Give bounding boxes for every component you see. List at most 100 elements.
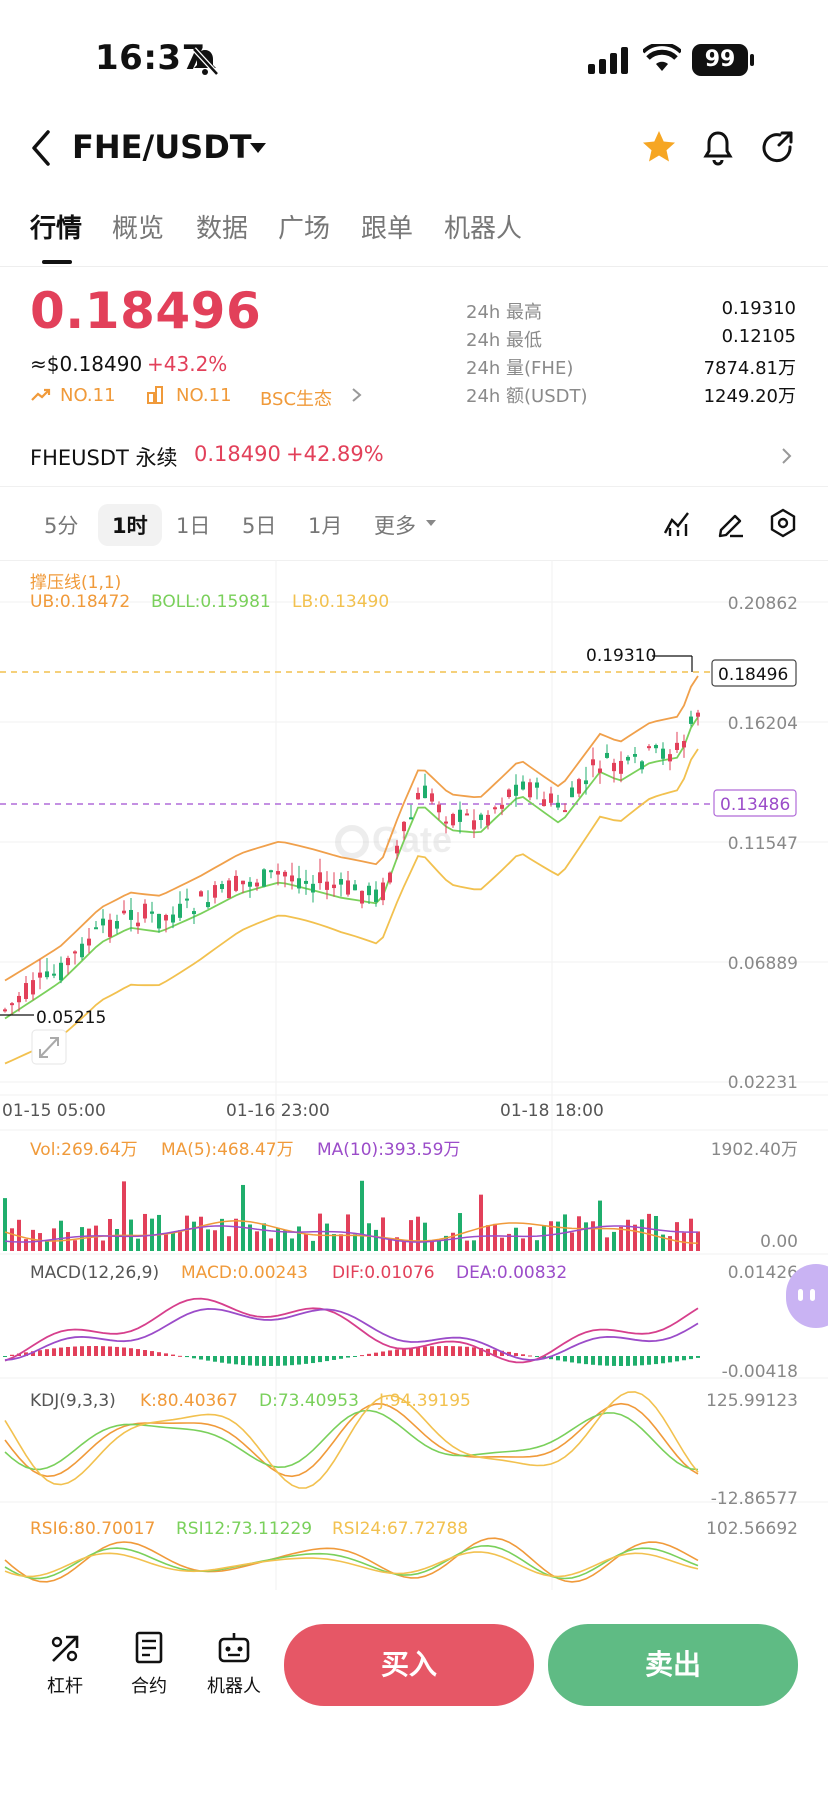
- robot-icon[interactable]: [216, 1630, 252, 1666]
- sell-button[interactable]: 卖出: [548, 1624, 798, 1706]
- contract-label[interactable]: 合约: [131, 1676, 167, 1697]
- x-tick: 01-16 23:00: [226, 1101, 330, 1121]
- signal-icon: [588, 47, 628, 74]
- support-tag-text: 0.13486: [720, 795, 791, 815]
- expand-icon[interactable]: [31, 1029, 67, 1065]
- candle-body: [388, 872, 392, 883]
- macd-bar: [577, 1356, 581, 1364]
- volume-bar: [122, 1181, 126, 1251]
- volume-bar: [395, 1237, 399, 1251]
- macd-bar: [556, 1356, 560, 1361]
- candle-body: [633, 753, 637, 757]
- macd-bar: [472, 1347, 476, 1356]
- macd-bar: [234, 1356, 238, 1365]
- macd-bar: [115, 1346, 119, 1356]
- macd-bar: [157, 1352, 161, 1356]
- macd-bar: [374, 1352, 378, 1356]
- candle-body: [129, 909, 133, 920]
- tab-overview[interactable]: 概览: [112, 214, 165, 244]
- macd-bar: [689, 1356, 693, 1360]
- interval-1d[interactable]: 1日: [176, 514, 211, 538]
- candle-body: [640, 761, 644, 770]
- candle-body: [94, 927, 98, 930]
- kline-chart[interactable]: Gate: [0, 560, 828, 1590]
- perp-name[interactable]: FHEUSDT 永续: [30, 446, 178, 470]
- macd-bar: [87, 1346, 91, 1356]
- macd-bar: [283, 1356, 287, 1366]
- interval-1h[interactable]: 1时: [98, 504, 162, 546]
- contract-icon[interactable]: [132, 1630, 166, 1666]
- volume-bar: [437, 1240, 441, 1251]
- macd-bar: [276, 1356, 280, 1366]
- perp-chevron-icon[interactable]: [780, 446, 794, 466]
- macd-bar: [45, 1349, 49, 1356]
- pair-title[interactable]: FHE/USDT: [72, 128, 252, 166]
- volume-bar: [136, 1238, 140, 1251]
- assistant-bubble[interactable]: [786, 1264, 828, 1328]
- divider: [0, 266, 828, 267]
- macd-bar: [430, 1346, 434, 1356]
- settings-hex-icon[interactable]: [768, 508, 798, 538]
- pair-dropdown-icon[interactable]: [248, 140, 268, 156]
- kdj-j-line: [4, 1391, 699, 1489]
- back-arrow-icon[interactable]: [28, 128, 54, 168]
- candle-body: [178, 903, 182, 918]
- macd-bar: [612, 1356, 616, 1366]
- volume-bar: [458, 1213, 462, 1251]
- macd-dif-line: [4, 1297, 699, 1364]
- stat-turnover-value: 1249.20万: [703, 386, 796, 407]
- share-icon[interactable]: [760, 130, 796, 166]
- macd-bar: [570, 1356, 574, 1363]
- ecosystem-tag[interactable]: BSC生态: [260, 389, 333, 410]
- status-time: 16:37: [95, 38, 206, 78]
- volume-bar: [220, 1218, 224, 1251]
- stat-low-value: 0.12105: [721, 326, 796, 347]
- tab-robot[interactable]: 机器人: [444, 214, 523, 244]
- rank-volume[interactable]: NO.11: [176, 385, 232, 406]
- interval-5d[interactable]: 5日: [242, 514, 277, 538]
- leverage-label[interactable]: 杠杆: [47, 1676, 83, 1697]
- alert-bell-icon[interactable]: [700, 128, 736, 168]
- candle-body: [185, 898, 189, 901]
- tab-copy-trade[interactable]: 跟单: [361, 214, 414, 244]
- leverage-icon[interactable]: [48, 1632, 82, 1666]
- volume-bar: [353, 1234, 357, 1251]
- rank-gainers[interactable]: NO.11: [60, 385, 116, 406]
- buy-button[interactable]: 买入: [284, 1624, 534, 1706]
- macd-bar: [605, 1356, 609, 1366]
- candle-body: [493, 807, 497, 810]
- candle-body: [101, 918, 105, 926]
- volume-bar: [234, 1218, 238, 1251]
- macd-bar: [696, 1356, 700, 1358]
- kdj-k-line: [4, 1402, 699, 1478]
- interval-5m[interactable]: 5分: [44, 514, 79, 538]
- vol-min: 0.00: [760, 1232, 798, 1252]
- draw-pencil-icon[interactable]: [716, 508, 746, 538]
- macd-bar: [241, 1356, 245, 1365]
- volume-bar: [528, 1227, 532, 1251]
- candle-body: [409, 817, 413, 820]
- more-dropdown-icon[interactable]: [425, 518, 437, 528]
- chevron-right-icon[interactable]: [350, 386, 364, 404]
- candle-body: [255, 882, 259, 887]
- stat-low-label: 24h 最低: [466, 330, 543, 351]
- macd-bar: [500, 1350, 504, 1356]
- candle-body: [171, 914, 175, 923]
- volume-bar: [549, 1221, 553, 1251]
- macd-bar: [633, 1356, 637, 1366]
- tab-market[interactable]: 行情: [30, 214, 83, 244]
- vol-ma5-label: MA(5):468.47万: [161, 1140, 294, 1160]
- tab-square[interactable]: 广场: [278, 214, 331, 244]
- candle-body: [619, 760, 623, 774]
- favorite-star-icon[interactable]: [640, 128, 678, 166]
- candle-body: [108, 919, 112, 937]
- tab-data[interactable]: 数据: [196, 214, 249, 244]
- candle-body: [311, 883, 315, 893]
- indicator-icon[interactable]: [662, 508, 692, 538]
- candle-body: [332, 884, 336, 889]
- interval-1mo[interactable]: 1月: [308, 514, 343, 538]
- volume-bar: [381, 1217, 385, 1251]
- interval-more[interactable]: 更多: [374, 514, 416, 538]
- volume-bar: [402, 1240, 406, 1251]
- robot-label[interactable]: 机器人: [207, 1676, 261, 1697]
